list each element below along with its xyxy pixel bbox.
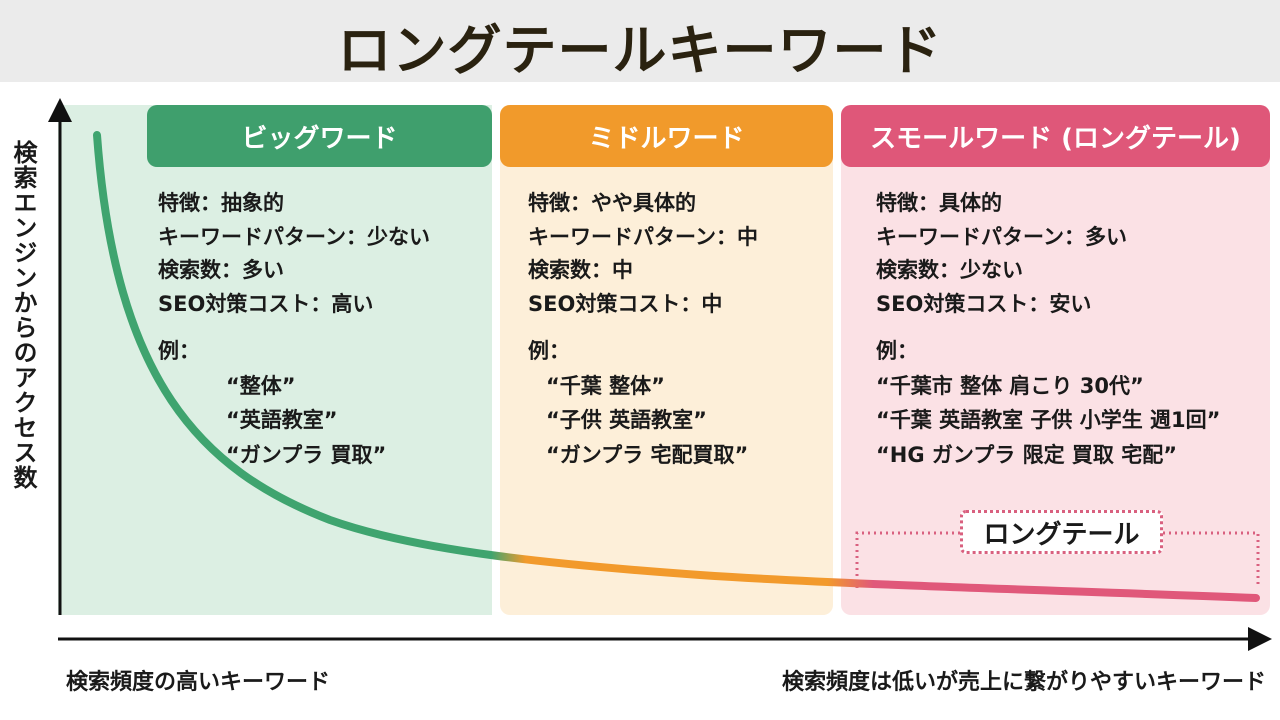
example-item: “整体” <box>226 373 296 398</box>
example-item: “千葉 英語教室 子供 小学生 週1回” <box>876 408 1221 432</box>
example-item: “ガンプラ 宅配買取” <box>546 442 749 467</box>
volume-line: 検索数：中 <box>528 258 633 282</box>
longtail-bracket <box>855 531 1260 588</box>
cost-line: SEO対策コスト：中 <box>528 291 723 316</box>
x-axis-left-label: 検索頻度の高いキーワード <box>66 670 331 695</box>
example-label: 例： <box>528 339 570 363</box>
middle-word-info: 特徴：やや具体的 キーワードパターン：中 検索数：中 SEO対策コスト：中 例：… <box>528 187 758 472</box>
pattern-line: キーワードパターン：少ない <box>158 224 430 249</box>
example-item: “HG ガンプラ 限定 買取 宅配” <box>876 442 1178 467</box>
example-item: “ガンプラ 買取” <box>226 442 387 467</box>
example-item: “千葉 整体” <box>546 373 665 398</box>
longtail-label: ロングテール <box>960 510 1163 554</box>
x-axis-right-label: 検索頻度は低いが売上に繋がりやすいキーワード <box>781 670 1266 695</box>
title-bar <box>0 0 1280 82</box>
big-word-header: ビッグワード <box>147 105 492 167</box>
example-item: “英語教室” <box>226 408 338 432</box>
example-item: “子供 英語教室” <box>546 408 707 432</box>
pattern-line: キーワードパターン：中 <box>528 224 758 249</box>
example-item: “千葉市 整体 肩こり 30代” <box>876 373 1144 398</box>
page-title: ロングテールキーワード <box>337 19 943 82</box>
volume-line: 検索数：多い <box>158 258 284 282</box>
example-label: 例： <box>158 339 200 363</box>
example-label: 例： <box>876 339 918 363</box>
y-axis-arrow-icon <box>48 98 72 122</box>
pattern-line: キーワードパターン：多い <box>876 224 1127 249</box>
small-word-header: スモールワード (ロングテール) <box>841 105 1270 167</box>
long-tail-curve <box>93 131 1260 602</box>
feature-line: 特徴：具体的 <box>876 191 1002 215</box>
middle-word-header: ミドルワード <box>500 105 833 167</box>
cost-line: SEO対策コスト：高い <box>158 291 374 316</box>
big-word-info: 特徴：抽象的 キーワードパターン：少ない 検索数：多い SEO対策コスト：高い … <box>158 187 430 472</box>
big-word-panel <box>58 105 492 615</box>
x-axis-arrow-icon <box>1248 627 1272 651</box>
feature-line: 特徴：抽象的 <box>158 191 284 215</box>
cost-line: SEO対策コスト：安い <box>876 291 1092 316</box>
volume-line: 検索数：少ない <box>876 258 1023 282</box>
middle-word-panel <box>500 105 833 615</box>
feature-line: 特徴：やや具体的 <box>528 191 696 215</box>
y-axis-label: 検索エンジンからのアクセス数 <box>9 140 37 490</box>
small-word-info: 特徴：具体的 キーワードパターン：多い 検索数：少ない SEO対策コスト：安い … <box>876 187 1220 472</box>
